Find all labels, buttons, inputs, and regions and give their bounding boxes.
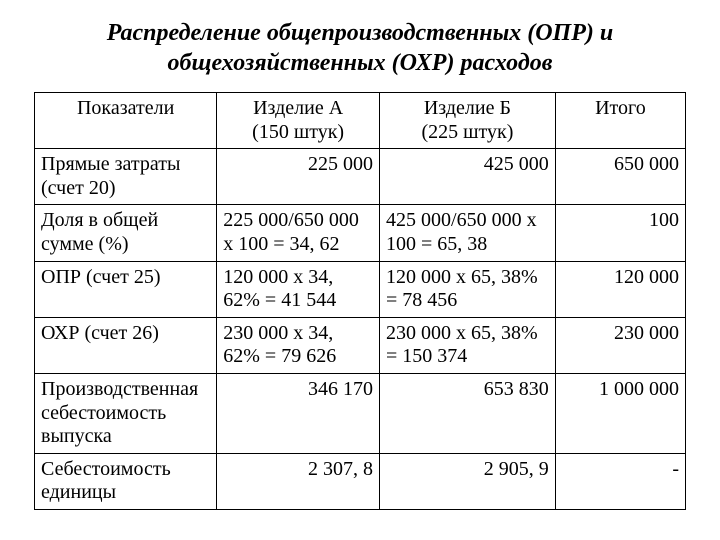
table-row: Производственная себестоимость выпуска34…: [35, 373, 686, 453]
header-indicators: Показатели: [35, 93, 217, 149]
row-product-b: 653 830: [380, 373, 556, 453]
row-product-a: 225 000/650 000 х 100 = 34, 62: [217, 205, 380, 261]
table-row: ОПР (счет 25)120 000 х 34, 62% = 41 5441…: [35, 261, 686, 317]
row-product-a: 346 170: [217, 373, 380, 453]
row-label: Производственная себестоимость выпуска: [35, 373, 217, 453]
row-total: 100: [555, 205, 685, 261]
header-total: Итого: [555, 93, 685, 149]
row-product-b: 230 000 х 65, 38% = 150 374: [380, 317, 556, 373]
table-row: Себестоимость единицы2 307, 82 905, 9-: [35, 453, 686, 509]
table-row: ОХР (счет 26)230 000 х 34, 62% = 79 6262…: [35, 317, 686, 373]
row-label: ОХР (счет 26): [35, 317, 217, 373]
row-label: Доля в общей сумме (%): [35, 205, 217, 261]
row-product-b: 120 000 х 65, 38% = 78 456: [380, 261, 556, 317]
title-line2: общехозяйственных (ОХР) расходов: [167, 50, 552, 76]
cost-distribution-table: Показатели Изделие А (150 штук) Изделие …: [34, 92, 686, 510]
table-row: Прямые затраты (счет 20)225 000425 00065…: [35, 149, 686, 205]
header-product-b: Изделие Б (225 штук): [380, 93, 556, 149]
row-product-a: 2 307, 8: [217, 453, 380, 509]
row-product-b: 425 000/650 000 х 100 = 65, 38: [380, 205, 556, 261]
row-label: Себестоимость единицы: [35, 453, 217, 509]
row-product-a: 120 000 х 34, 62% = 41 544: [217, 261, 380, 317]
table-header-row: Показатели Изделие А (150 штук) Изделие …: [35, 93, 686, 149]
row-label: ОПР (счет 25): [35, 261, 217, 317]
title-line1: Распределение общепроизводственных (ОПР)…: [107, 20, 613, 46]
row-product-a: 225 000: [217, 149, 380, 205]
page-title: Распределение общепроизводственных (ОПР)…: [34, 18, 686, 78]
row-total: 230 000: [555, 317, 685, 373]
table-row: Доля в общей сумме (%)225 000/650 000 х …: [35, 205, 686, 261]
row-label: Прямые затраты (счет 20): [35, 149, 217, 205]
row-total: 650 000: [555, 149, 685, 205]
row-product-a: 230 000 х 34, 62% = 79 626: [217, 317, 380, 373]
header-product-a: Изделие А (150 штук): [217, 93, 380, 149]
row-total: 1 000 000: [555, 373, 685, 453]
row-total: 120 000: [555, 261, 685, 317]
row-product-b: 425 000: [380, 149, 556, 205]
row-product-b: 2 905, 9: [380, 453, 556, 509]
row-total: -: [555, 453, 685, 509]
